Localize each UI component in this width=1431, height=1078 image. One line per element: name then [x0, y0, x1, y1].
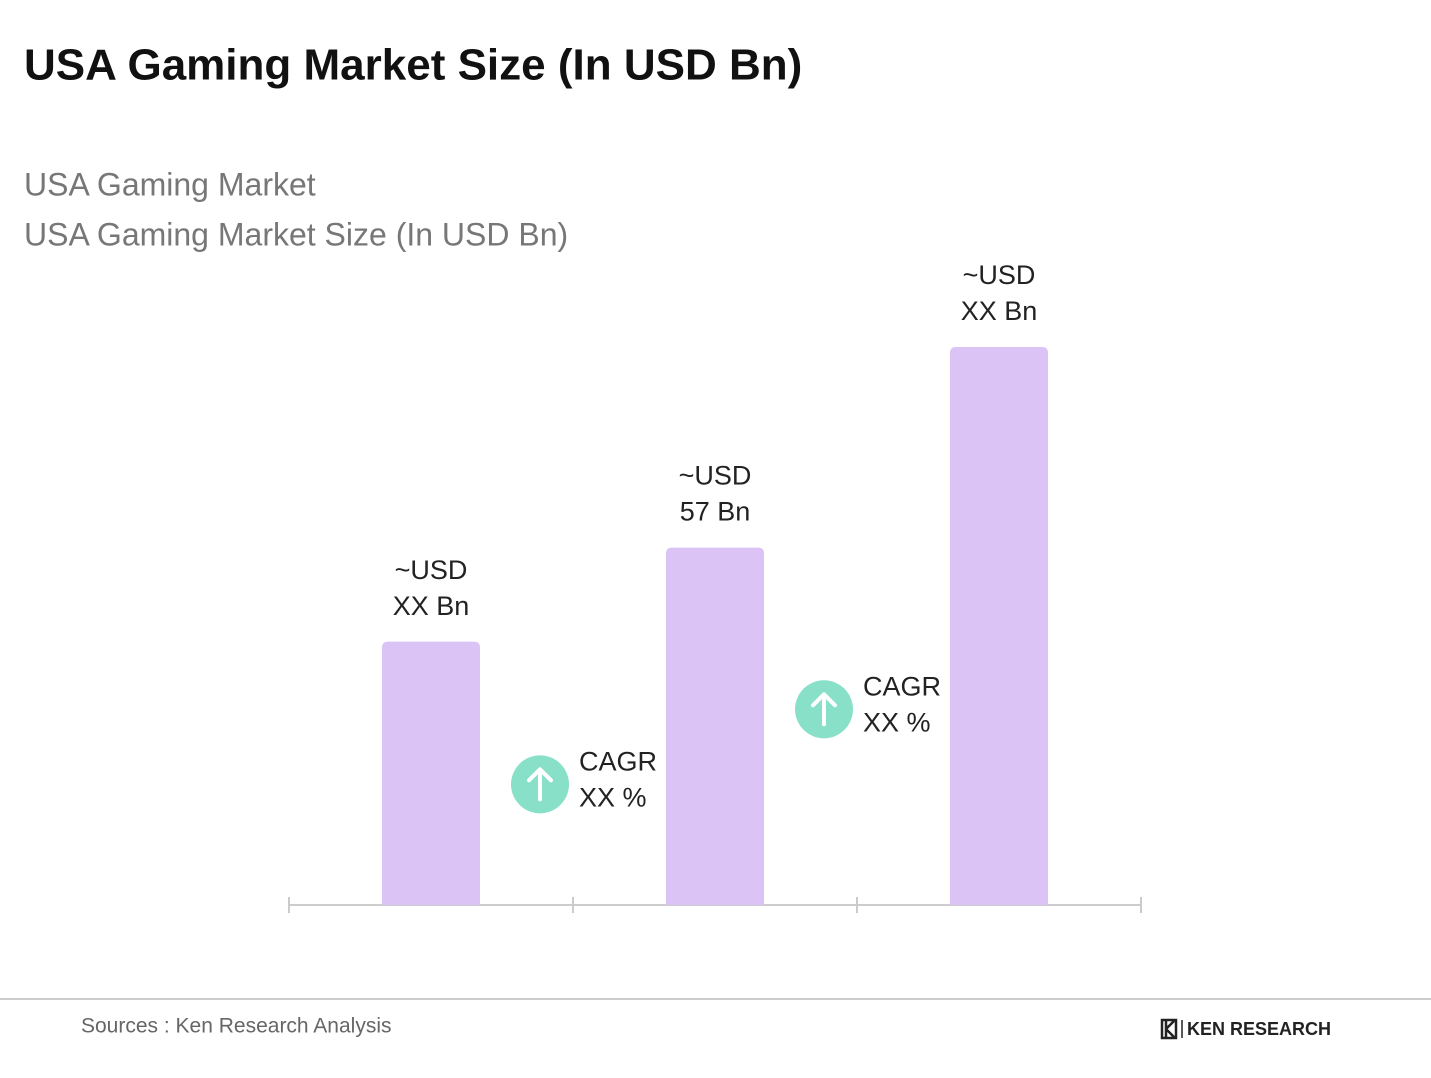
chart-title: USA Gaming Market Size (In USD Bn)	[24, 41, 802, 90]
bar	[382, 641, 480, 905]
bar	[666, 547, 764, 905]
cagr-label: XX %	[863, 707, 931, 737]
cagr-label: XX %	[579, 782, 647, 812]
subtitle: USA Gaming Market	[24, 166, 316, 202]
logo: KEN RESEARCH	[1160, 1018, 1331, 1040]
value-label: ~USD	[963, 260, 1036, 290]
value-label: XX Bn	[393, 591, 470, 621]
source: Sources : Ken Research Analysis	[81, 1015, 392, 1038]
value-label: XX Bn	[961, 296, 1038, 326]
cagr-label: CAGR	[579, 746, 657, 776]
brand: KEN RESEARCH	[1187, 1019, 1331, 1039]
subtitle: USA Gaming Market Size (In USD Bn)	[24, 216, 568, 252]
value-label: ~USD	[679, 461, 752, 491]
bar	[950, 346, 1048, 906]
cagr-label: CAGR	[863, 671, 941, 701]
cagr-arrow	[527, 767, 553, 802]
value-label: 57 Bn	[680, 497, 751, 527]
cagr-arrow	[811, 692, 837, 727]
value-label: ~USD	[395, 555, 468, 585]
